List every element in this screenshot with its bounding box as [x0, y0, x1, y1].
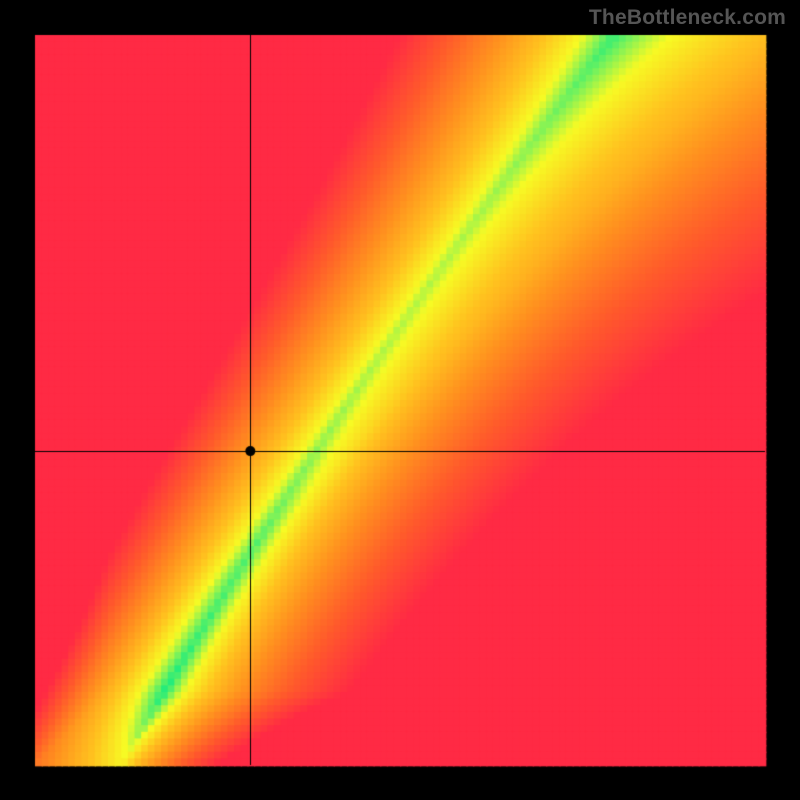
watermark-text: TheBottleneck.com	[589, 6, 786, 30]
heatmap-canvas	[0, 0, 800, 800]
root-container: TheBottleneck.com	[0, 0, 800, 800]
